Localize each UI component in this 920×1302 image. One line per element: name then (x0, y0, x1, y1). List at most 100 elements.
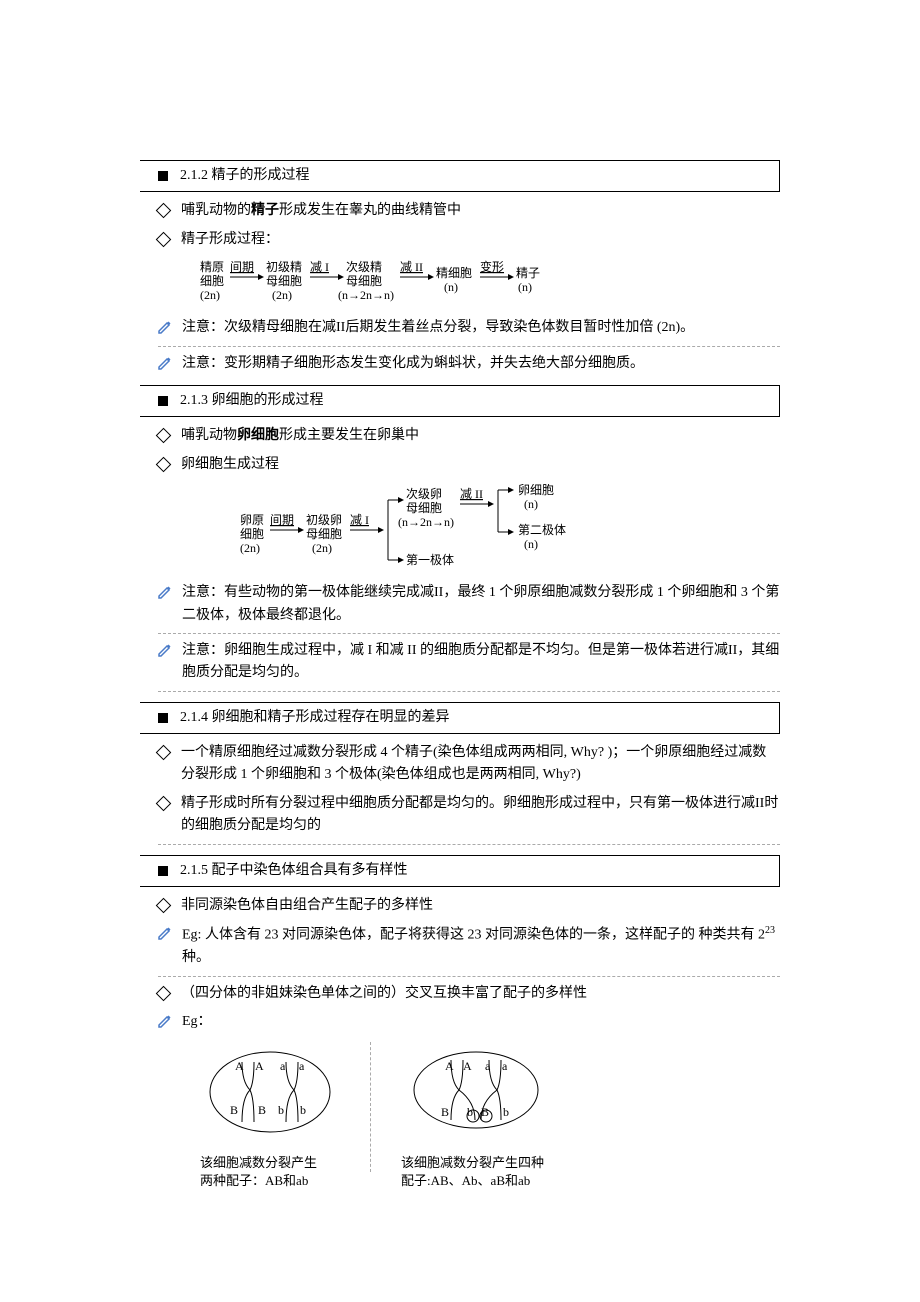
diamond-icon (156, 796, 172, 812)
square-icon (158, 713, 168, 723)
flow-arrow-label: 间期 (230, 260, 254, 274)
flow-label: (n→2n→n) (338, 288, 394, 302)
bullet-item: 非同源染色体自由组合产生配子的多样性 (158, 895, 780, 917)
svg-text:A: A (463, 1059, 472, 1073)
diamond-icon (156, 745, 172, 761)
chromosome-diagrams: AA aa BB bb 该细胞减数分裂产生 两种配子：AB和ab (200, 1042, 780, 1191)
square-icon (158, 171, 168, 181)
svg-text:a: a (502, 1059, 508, 1073)
flow-svg: 卵原 细胞 (2n) 间期 初级卵 母细胞 (2n) 减 I 次级卵 母细胞 (… (240, 484, 620, 574)
square-icon (158, 866, 168, 876)
chrom-block-1: AA aa BB bb 该细胞减数分裂产生 两种配子：AB和ab (200, 1042, 340, 1191)
flow-arrow-label: 减 II (400, 260, 423, 274)
diamond-icon (156, 898, 172, 914)
pencil-icon (158, 644, 172, 658)
section-number: 2.1.2 (180, 165, 208, 187)
svg-text:A: A (255, 1059, 264, 1073)
svg-text:A: A (235, 1059, 244, 1073)
diamond-icon (156, 428, 172, 444)
note-text: 注意：变形期精子细胞形态发生变化成为蝌蚪状，并失去绝大部分细胞质。 (182, 353, 780, 375)
flow-label: (2n) (312, 541, 332, 555)
svg-text:a: a (280, 1059, 286, 1073)
flow-label: (n) (444, 280, 458, 294)
section-title: 卵细胞的形成过程 (212, 390, 324, 412)
chrom-caption: 该细胞减数分裂产生四种 配子:AB、Ab、aB和ab (401, 1154, 551, 1190)
svg-text:B: B (230, 1103, 238, 1117)
chrom-caption: 该细胞减数分裂产生 两种配子：AB和ab (200, 1154, 340, 1190)
svg-text:B: B (258, 1103, 266, 1117)
note-item: 注意：次级精母细胞在减II后期发生着丝点分裂，导致染色体数目暂时性加倍 (2n)… (158, 317, 780, 339)
flow-arrow-label: 减 I (350, 513, 369, 527)
cell-svg: AA aa BB bb (200, 1042, 340, 1142)
flow-label: 精原 (200, 260, 224, 274)
divider (158, 346, 780, 347)
flow-label: (n) (518, 280, 532, 294)
vertical-divider (370, 1042, 371, 1172)
text-bold: 精子 (251, 203, 279, 218)
bullet-text: 哺乳动物的精子形成发生在睾丸的曲线精管中 (181, 200, 780, 222)
flow-label: 第二极体 (518, 523, 566, 537)
flow-label: (2n) (272, 288, 292, 302)
text: 哺乳动物 (181, 428, 237, 443)
flow-label: (2n) (240, 541, 260, 555)
pencil-icon (158, 357, 172, 371)
note-item: 注意：有些动物的第一极体能继续完成减II，最终 1 个卵原细胞减数分裂形成 1 … (158, 582, 780, 627)
svg-text:a: a (485, 1059, 491, 1073)
section-title: 配子中染色体组合具有多有样性 (212, 860, 408, 882)
flow-label: 母细胞 (306, 527, 342, 541)
divider (158, 633, 780, 634)
diamond-icon (156, 456, 172, 472)
bullet-item: 一个精原细胞经过减数分裂形成 4 个精子(染色体组成两两相同, Why? )；一… (158, 742, 780, 787)
bullet-text: 一个精原细胞经过减数分裂形成 4 个精子(染色体组成两两相同, Why? )；一… (181, 742, 780, 787)
note-item: Eg: 人体含有 23 对同源染色体，配子将获得这 23 对同源染色体的一条，这… (158, 923, 780, 969)
flow-label: 母细胞 (406, 501, 442, 515)
chrom-block-2: AA aa Bb Bb 该细胞减数分裂产生四种 配子:AB、Ab、aB和ab (401, 1042, 551, 1191)
pencil-icon (158, 321, 172, 335)
section-title: 卵细胞和精子形成过程存在明显的差异 (212, 707, 450, 729)
section-header-212: 2.1.2 精子的形成过程 (140, 160, 780, 192)
bullet-item: 精子形成过程： (158, 229, 780, 251)
flow-arrow-label: 变形 (480, 259, 504, 274)
sup: 23 (765, 925, 775, 936)
section-number: 2.1.5 (180, 860, 208, 882)
flow-label: 初级卵 (306, 513, 342, 527)
section-header-214: 2.1.4 卵细胞和精子形成过程存在明显的差异 (140, 702, 780, 734)
section-title: 精子的形成过程 (212, 165, 310, 187)
note-item: 注意：变形期精子细胞形态发生变化成为蝌蚪状，并失去绝大部分细胞质。 (158, 353, 780, 375)
divider (158, 691, 780, 692)
text: 哺乳动物的 (181, 203, 251, 218)
diamond-icon (156, 203, 172, 219)
bullet-text: （四分体的非姐妹染色单体之间的）交叉互换丰富了配子的多样性 (181, 983, 780, 1005)
diamond-icon (156, 986, 172, 1002)
section-number: 2.1.4 (180, 707, 208, 729)
pencil-icon (158, 586, 172, 600)
svg-text:A: A (445, 1059, 454, 1073)
note-text: 注意：有些动物的第一极体能继续完成减II，最终 1 个卵原细胞减数分裂形成 1 … (182, 582, 780, 627)
flow-label: (2n) (200, 288, 220, 302)
flow-svg: 精原 细胞 (2n) 间期 初级精 母细胞 (2n) 减 I 次级精 母细胞 (… (200, 259, 620, 309)
note-text: Eg： (182, 1011, 780, 1033)
bullet-item: 哺乳动物卵细胞形成主要发生在卵巢中 (158, 425, 780, 447)
svg-text:b: b (278, 1103, 284, 1117)
flow-label: (n) (524, 497, 538, 511)
flow-label: 次级精 (346, 260, 382, 274)
sperm-flow-diagram: 精原 细胞 (2n) 间期 初级精 母细胞 (2n) 减 I 次级精 母细胞 (… (200, 259, 780, 309)
diamond-icon (156, 232, 172, 248)
bullet-text: 非同源染色体自由组合产生配子的多样性 (181, 895, 780, 917)
egg-flow-diagram: 卵原 细胞 (2n) 间期 初级卵 母细胞 (2n) 减 I 次级卵 母细胞 (… (240, 484, 780, 574)
text: 种。 (182, 950, 210, 965)
cell-svg: AA aa Bb Bb (401, 1042, 551, 1142)
bullet-item: 精子形成时所有分裂过程中细胞质分配都是均匀的。卵细胞形成过程中，只有第一极体进行… (158, 793, 780, 838)
note-item: Eg： (158, 1011, 780, 1033)
note-item: 注意：卵细胞生成过程中，减 I 和减 II 的细胞质分配都是不均匀。但是第一极体… (158, 640, 780, 685)
pencil-icon (158, 1015, 172, 1029)
flow-label: 母细胞 (266, 274, 302, 288)
bullet-text: 精子形成时所有分裂过程中细胞质分配都是均匀的。卵细胞形成过程中，只有第一极体进行… (181, 793, 780, 838)
flow-label: 细胞 (200, 274, 224, 288)
flow-label: 精细胞 (436, 266, 472, 280)
caption-line: 该细胞减数分裂产生 (200, 1154, 340, 1172)
bullet-item: 哺乳动物的精子形成发生在睾丸的曲线精管中 (158, 200, 780, 222)
bullet-text: 精子形成过程： (181, 229, 780, 251)
page: 2.1.2 精子的形成过程 哺乳动物的精子形成发生在睾丸的曲线精管中 精子形成过… (0, 0, 920, 1230)
flow-arrow-label: 间期 (270, 513, 294, 527)
